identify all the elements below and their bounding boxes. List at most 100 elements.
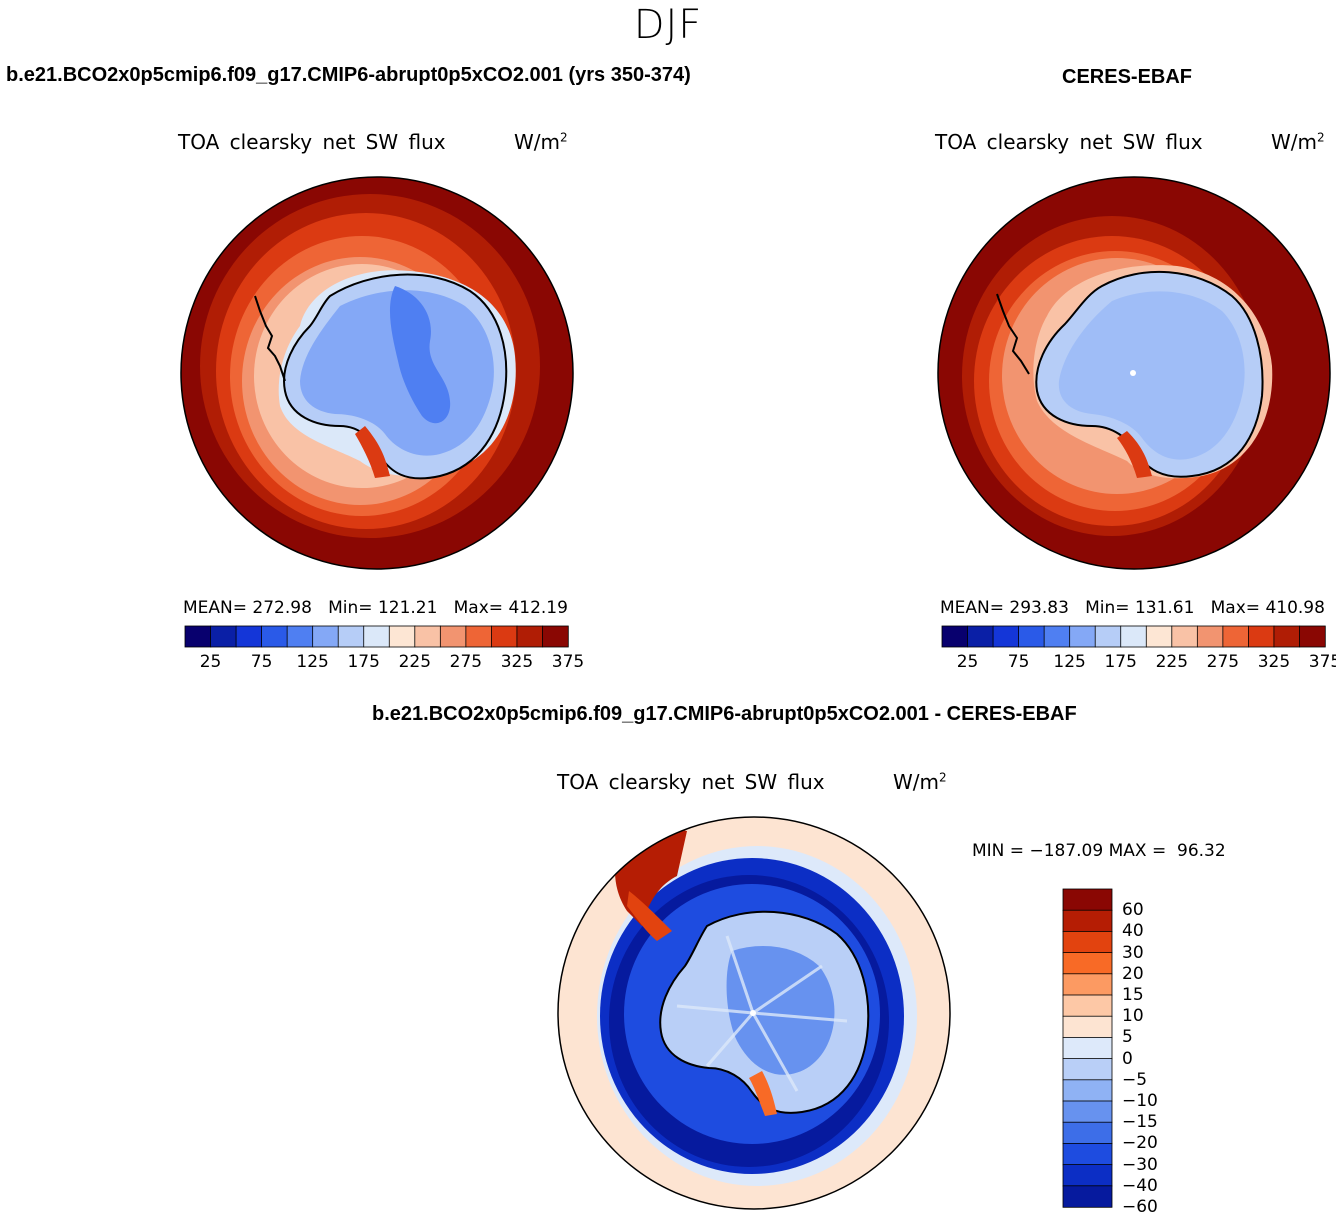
- model-polar-map: [180, 176, 574, 570]
- diff-colorbar-swatch: [1062, 973, 1113, 996]
- diff-colorbar-ticks: 60 40 30 20 15 10 5 0 −5 −10 −15 −20 −30 −40 −60: [1118, 889, 1188, 1217]
- model-mean-value: 272.98: [252, 598, 312, 618]
- obs-colorbar-swatch: [1299, 625, 1326, 648]
- model-colorbar-swatch: [286, 625, 314, 648]
- obs-colorbar-swatch: [1196, 625, 1224, 648]
- model-panel-header: b.e21.BCO2x0p5cmip6.f09_g17.CMIP6-abrupt…: [6, 64, 691, 86]
- diff-colorbar-tick-label: −40: [1122, 1175, 1158, 1196]
- diff-colorbar-swatch: [1062, 1164, 1113, 1187]
- model-colorbar-swatch: [465, 625, 493, 648]
- model-colorbar-swatch: [388, 625, 416, 648]
- obs-colorbar-swatch: [967, 625, 994, 648]
- obs-colorbar-tick-label: 175: [1104, 652, 1137, 672]
- obs-colorbar-tick-label: 25: [956, 652, 979, 672]
- diff-polar-map: [557, 816, 951, 1210]
- diff-max-value: 96.32: [1177, 841, 1226, 861]
- diff-colorbar-tick-label: 20: [1122, 963, 1144, 984]
- model-colorbar-swatch: [490, 625, 518, 648]
- obs-mean-value: 293.83: [1009, 598, 1069, 618]
- model-colorbar-swatch: [261, 625, 288, 648]
- obs-colorbar-tick-label: 325: [1257, 652, 1291, 672]
- diff-colorbar-swatch: [1062, 1100, 1113, 1123]
- diff-colorbar-swatch: [1062, 931, 1113, 954]
- model-colorbar-tick-label: 225: [398, 652, 432, 672]
- diff-colorbar-tick-label: 10: [1122, 1006, 1144, 1027]
- diff-units-exponent: 2: [939, 770, 947, 785]
- obs-colorbar-swatch: [941, 625, 969, 648]
- model-colorbar-swatch: [235, 625, 263, 648]
- model-units: W/m2: [514, 130, 568, 154]
- obs-stats: MEAN= 293.83 Min= 131.61 Max= 410.98: [940, 598, 1325, 618]
- season-title: DJF: [633, 2, 703, 48]
- obs-max-value: 410.98: [1265, 598, 1325, 618]
- obs-colorbar-tick-label: 275: [1206, 652, 1240, 672]
- diff-colorbar-swatch: [1062, 952, 1113, 975]
- obs-colorbar-tick-label: 75: [1007, 652, 1030, 672]
- model-colorbar-tick-label: 25: [199, 652, 222, 672]
- diff-colorbar-swatch: [1062, 1185, 1113, 1208]
- model-colorbar-tick-label: 75: [250, 652, 273, 672]
- diff-min-label: MIN =: [972, 841, 1025, 861]
- obs-plot-title: TOA clearsky net SW flux: [935, 130, 1203, 154]
- diff-min-value: −187.09: [1029, 841, 1104, 861]
- obs-colorbar-swatch: [1247, 625, 1275, 648]
- diff-colorbar-tick-label: −30: [1122, 1154, 1158, 1175]
- model-min-label: Min=: [328, 598, 373, 618]
- obs-mean-label: MEAN=: [940, 598, 1004, 618]
- diff-colorbar-tick-label: −20: [1122, 1133, 1158, 1154]
- obs-colorbar-swatch: [1171, 625, 1199, 648]
- obs-colorbar-swatch: [1043, 625, 1071, 648]
- model-units-exponent: 2: [560, 130, 568, 145]
- model-max-label: Max=: [453, 598, 504, 618]
- obs-panel-header: CERES-EBAF: [1062, 66, 1193, 88]
- obs-colorbar-swatch: [1145, 625, 1173, 648]
- obs-colorbar-tick-label: 375: [1308, 652, 1336, 672]
- obs-colorbar-tick-label: 225: [1155, 652, 1189, 672]
- diff-units: W/m2: [893, 770, 947, 794]
- diff-colorbar-swatch: [1062, 909, 1113, 933]
- obs-units: W/m2: [1271, 130, 1325, 154]
- diff-colorbar: [1062, 888, 1113, 1208]
- obs-colorbar-ticks: 25 75 125 175 225 275 325 375: [942, 652, 1336, 674]
- obs-colorbar-swatch: [1018, 625, 1045, 648]
- diff-units-base: W/m: [893, 770, 939, 794]
- diff-colorbar-swatch: [1062, 1121, 1113, 1145]
- obs-units-base: W/m: [1271, 130, 1317, 154]
- model-units-base: W/m: [514, 130, 560, 154]
- obs-colorbar-swatch: [1120, 625, 1147, 648]
- model-colorbar-swatch: [337, 625, 365, 648]
- model-colorbar-tick-label: 325: [500, 652, 534, 672]
- diff-colorbar-swatch: [1062, 1058, 1113, 1081]
- obs-colorbar-swatch: [1273, 625, 1301, 648]
- model-colorbar-swatch: [312, 625, 339, 648]
- model-colorbar-swatch: [363, 625, 390, 648]
- obs-colorbar-swatch: [1069, 625, 1096, 648]
- model-mean-label: MEAN=: [183, 598, 247, 618]
- model-colorbar-tick-label: 175: [347, 652, 380, 672]
- diff-plot-title: TOA clearsky net SW flux: [557, 770, 825, 794]
- obs-min-value: 131.61: [1134, 598, 1195, 618]
- diff-colorbar-swatch: [1062, 1142, 1113, 1166]
- diff-panel-header: b.e21.BCO2x0p5cmip6.f09_g17.CMIP6-abrupt…: [372, 703, 1077, 725]
- model-colorbar-swatch: [439, 625, 467, 648]
- diff-colorbar-tick-label: −15: [1122, 1112, 1158, 1133]
- model-colorbar-tick-label: 275: [449, 652, 483, 672]
- diff-colorbar-tick-label: 40: [1122, 921, 1144, 942]
- diff-colorbar-tick-label: 0: [1122, 1048, 1133, 1069]
- obs-colorbar-tick-label: 125: [1053, 652, 1086, 672]
- model-colorbar-swatch: [542, 625, 569, 648]
- model-colorbar-ticks: 25 75 125 175 225 275 325 375: [185, 652, 585, 674]
- diff-colorbar-tick-label: −60: [1122, 1197, 1158, 1217]
- diff-colorbar-swatch: [1062, 1015, 1113, 1039]
- model-plot-title: TOA clearsky net SW flux: [178, 130, 446, 154]
- diff-colorbar-tick-label: 60: [1122, 900, 1144, 921]
- diff-colorbar-tick-label: 15: [1122, 985, 1144, 1005]
- obs-colorbar-swatch: [1222, 625, 1250, 648]
- obs-units-exponent: 2: [1317, 130, 1325, 145]
- model-colorbar-tick-label: 375: [551, 652, 585, 672]
- model-colorbar-swatch: [210, 625, 237, 648]
- diff-colorbar-swatch: [1062, 994, 1113, 1017]
- model-min-value: 121.21: [377, 598, 438, 618]
- diff-colorbar-tick-label: −5: [1122, 1069, 1148, 1090]
- diff-colorbar-tick-label: 5: [1122, 1027, 1133, 1048]
